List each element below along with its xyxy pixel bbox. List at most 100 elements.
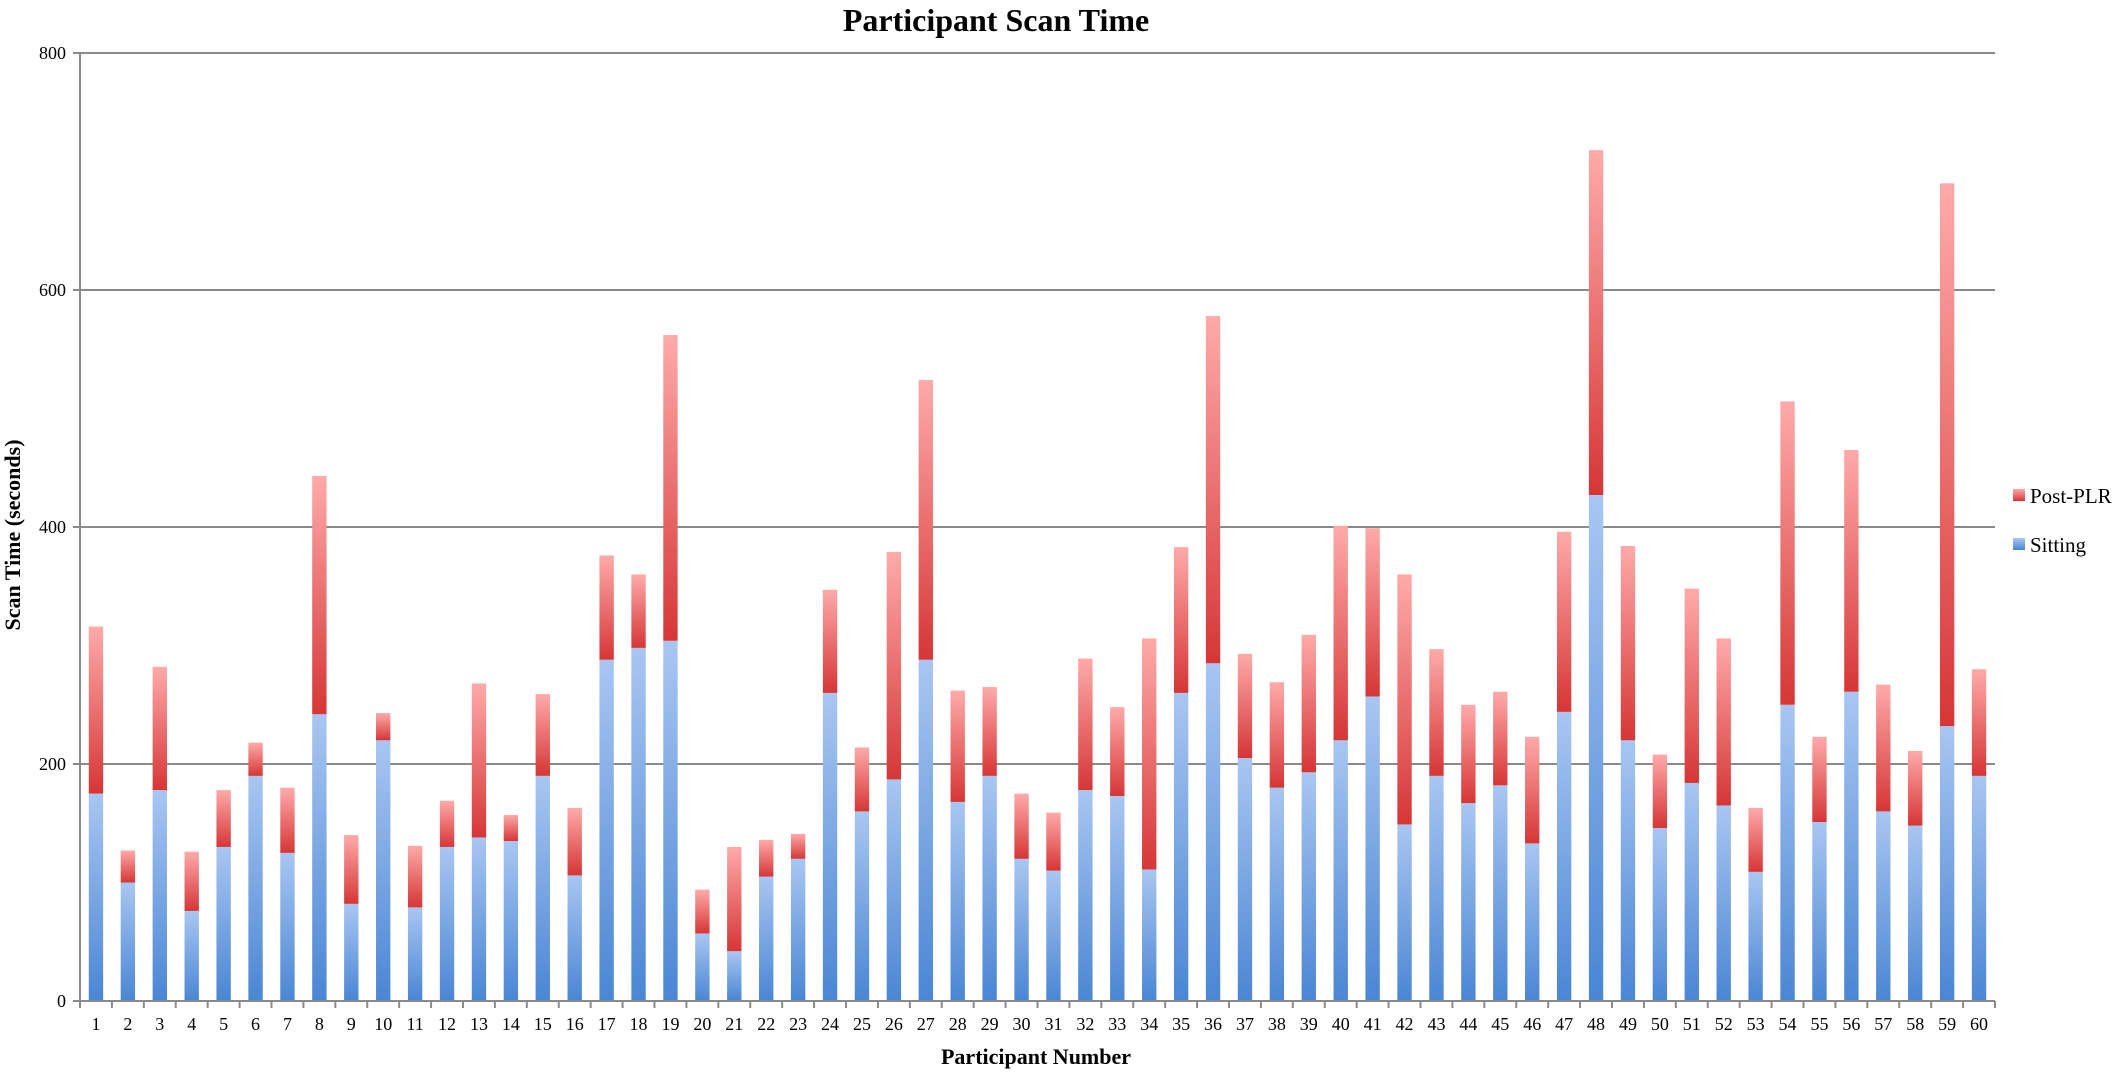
x-tick-label: 11: [406, 1014, 423, 1034]
bar-post-plr-45: [1493, 691, 1508, 786]
x-tick-label: 44: [1459, 1014, 1477, 1034]
x-tick-label: 20: [693, 1014, 711, 1034]
bar-post-plr-11: [407, 845, 423, 908]
bar-sitting-32: [1078, 790, 1093, 1001]
x-tick-label: 25: [853, 1014, 871, 1034]
bar-post-plr-24: [822, 589, 838, 693]
bar-sitting-4: [184, 910, 199, 1001]
x-tick-label: 54: [1779, 1014, 1797, 1034]
bar-sitting-16: [567, 875, 582, 1001]
bar-sitting-44: [1461, 803, 1476, 1001]
bar-sitting-13: [471, 837, 487, 1001]
bar-sitting-23: [790, 858, 806, 1001]
bar-post-plr-37: [1237, 653, 1253, 759]
bar-post-plr-29: [982, 686, 997, 776]
x-tick-label: 41: [1364, 1014, 1382, 1034]
x-tick-label: 21: [725, 1014, 743, 1034]
bar-post-plr-25: [854, 747, 870, 812]
bar-sitting-46: [1525, 843, 1540, 1001]
bar-post-plr-13: [471, 683, 487, 838]
x-tick-label: 33: [1108, 1014, 1126, 1034]
bar-sitting-12: [439, 846, 455, 1001]
y-tick-label: 400: [39, 517, 66, 537]
bar-sitting-26: [886, 779, 902, 1001]
x-tick-label: 1: [91, 1014, 100, 1034]
x-tick-label: 55: [1810, 1014, 1828, 1034]
bar-sitting-20: [695, 933, 710, 1001]
bar-post-plr-15: [535, 694, 550, 776]
bar-sitting-59: [1939, 726, 1955, 1001]
y-tick-label: 800: [39, 43, 66, 63]
bar-post-plr-49: [1620, 545, 1636, 741]
legend-label-post-plr: Post-PLR: [2030, 484, 2112, 508]
x-tick-label: 39: [1300, 1014, 1318, 1034]
bar-sitting-48: [1588, 495, 1604, 1001]
x-tick-label: 35: [1172, 1014, 1190, 1034]
bar-post-plr-31: [1046, 812, 1061, 871]
bar-post-plr-8: [312, 476, 327, 715]
bar-post-plr-48: [1588, 150, 1604, 496]
bar-post-plr-30: [1014, 793, 1029, 859]
x-tick-label: 8: [315, 1014, 324, 1034]
x-tick-label: 31: [1044, 1014, 1062, 1034]
x-tick-label: 14: [502, 1014, 520, 1034]
bar-sitting-18: [631, 647, 646, 1001]
bar-sitting-40: [1333, 740, 1348, 1001]
legend-swatch-post-plr: [2013, 489, 2025, 501]
bar-sitting-29: [982, 775, 997, 1001]
x-axis: 1 2 3 4 5 6 7 8 9 10 11 12 13 14 15 16 17 18 19 20 21 22 23 24 2…: [79, 1000, 1996, 1034]
bar-sitting-56: [1844, 691, 1859, 1001]
y-tick-label: 600: [39, 280, 66, 300]
x-tick-label: 56: [1842, 1014, 1860, 1034]
x-tick-label: 13: [470, 1014, 488, 1034]
bar-sitting-8: [312, 714, 327, 1001]
x-tick-label: 7: [283, 1014, 292, 1034]
bar-post-plr-43: [1429, 649, 1444, 776]
x-tick-label: 2: [123, 1014, 132, 1034]
bar-sitting-14: [503, 841, 519, 1001]
x-tick-label: 60: [1970, 1014, 1988, 1034]
bar-post-plr-58: [1908, 750, 1923, 826]
x-tick-label: 46: [1523, 1014, 1541, 1034]
bar-sitting-49: [1620, 740, 1636, 1001]
bar-post-plr-28: [950, 690, 965, 802]
x-tick-label: 52: [1715, 1014, 1733, 1034]
x-tick-label: 58: [1906, 1014, 1924, 1034]
x-tick-label: 17: [598, 1014, 616, 1034]
bar-post-plr-12: [439, 800, 455, 847]
x-tick-label: 48: [1587, 1014, 1605, 1034]
bar-post-plr-47: [1556, 531, 1572, 712]
bar-sitting-31: [1046, 870, 1061, 1001]
bar-sitting-33: [1110, 795, 1125, 1001]
bar-post-plr-46: [1525, 736, 1540, 844]
bar-sitting-19: [663, 640, 678, 1001]
bar-sitting-52: [1716, 805, 1731, 1001]
bar-post-plr-20: [695, 889, 710, 934]
bar-sitting-53: [1748, 871, 1763, 1001]
x-tick-label: 23: [789, 1014, 807, 1034]
bar-sitting-1: [88, 793, 104, 1001]
bar-sitting-36: [1205, 663, 1221, 1001]
bar-post-plr-52: [1716, 638, 1731, 806]
bar-post-plr-18: [631, 574, 646, 648]
bar-sitting-41: [1365, 696, 1380, 1001]
x-tick-label: 32: [1076, 1014, 1094, 1034]
bar-post-plr-4: [184, 851, 199, 911]
bar-post-plr-33: [1110, 707, 1125, 796]
bar-post-plr-9: [344, 835, 359, 904]
bar-sitting-58: [1908, 825, 1923, 1001]
bar-sitting-42: [1397, 824, 1412, 1001]
x-tick-label: 15: [534, 1014, 552, 1034]
bar-sitting-2: [120, 882, 136, 1001]
bar-sitting-30: [1014, 858, 1029, 1001]
bar-sitting-27: [918, 659, 933, 1001]
bar-sitting-9: [344, 903, 359, 1001]
bar-post-plr-56: [1844, 449, 1859, 692]
bar-sitting-22: [759, 876, 774, 1001]
bar-sitting-34: [1142, 869, 1157, 1001]
bar-post-plr-26: [886, 551, 902, 780]
x-tick-label: 37: [1236, 1014, 1254, 1034]
bar-sitting-6: [248, 775, 263, 1001]
bar-post-plr-57: [1876, 684, 1891, 812]
bar-sitting-57: [1876, 811, 1891, 1001]
